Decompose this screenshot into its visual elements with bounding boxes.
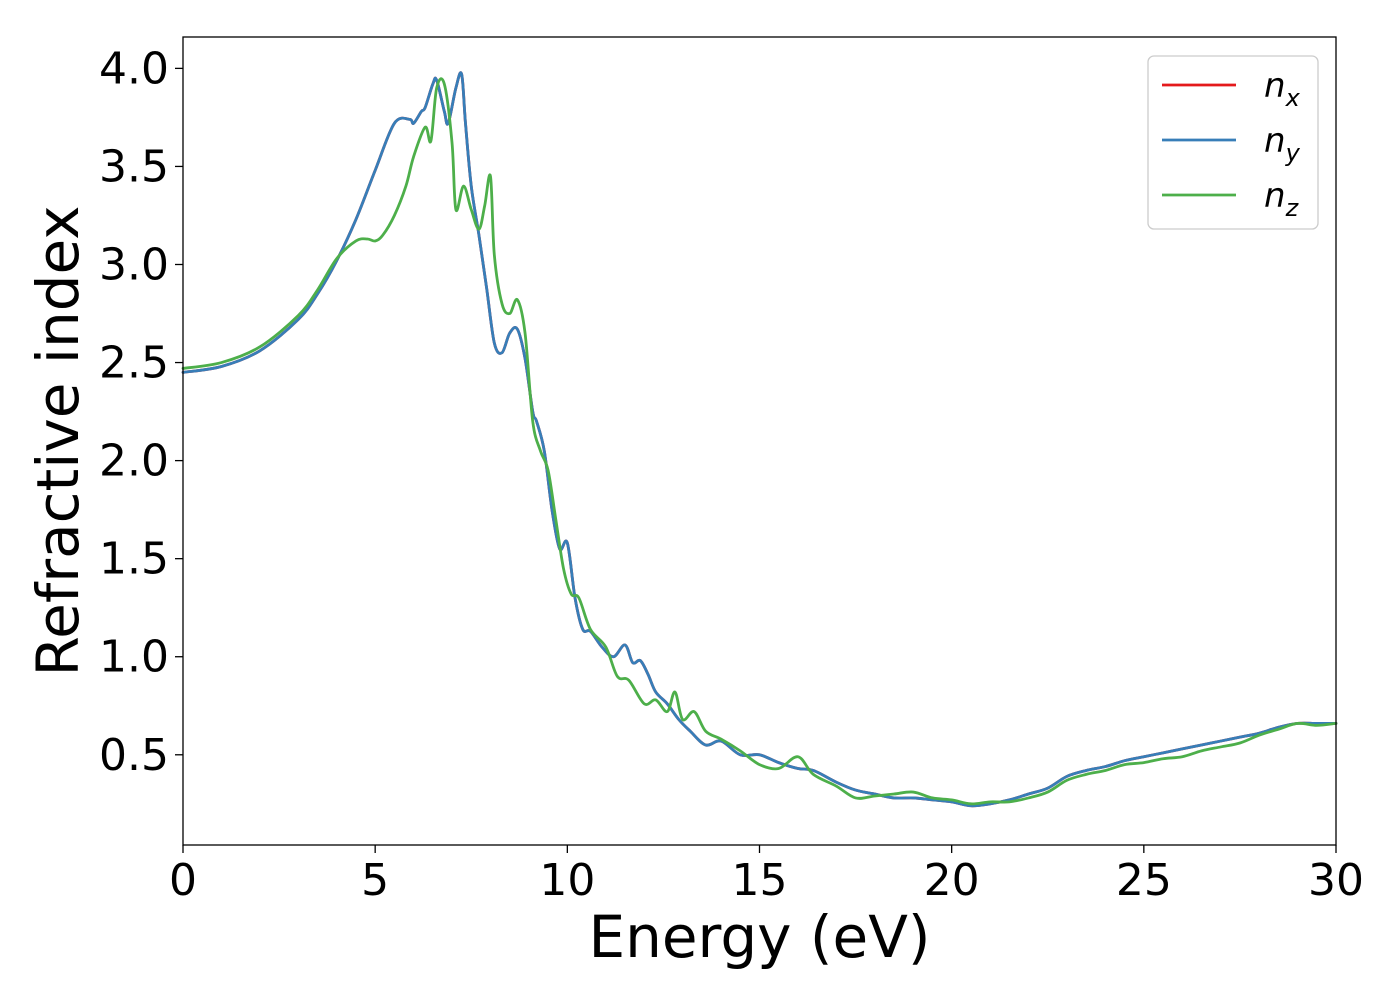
x-axis-label: Energy (eV) — [588, 903, 930, 971]
series-line-n-z — [181, 77, 1338, 806]
x-tick-label: 25 — [1116, 855, 1172, 906]
ticks-layer: 0 5 10 15 20 25 30 0.5 1.0 1.5 2.0 2.5 3.0 3.5 4.0 — [99, 43, 1364, 906]
y-tick-label: 1.0 — [99, 632, 169, 683]
series-line-n-y — [181, 71, 1338, 808]
series-layer — [181, 71, 1338, 808]
y-tick-label: 3.5 — [99, 141, 169, 192]
x-tick-label: 20 — [924, 855, 980, 906]
y-tick-label: 3.0 — [99, 239, 169, 290]
x-tick-label: 30 — [1308, 855, 1364, 906]
y-tick-label: 1.5 — [99, 534, 169, 585]
legend-label-base: n — [1264, 121, 1286, 161]
y-tick-label: 2.5 — [99, 338, 169, 389]
x-tick-label: 15 — [732, 855, 788, 906]
legend-label-n-z: nz — [1264, 176, 1300, 222]
legend-label-subscript: x — [1285, 84, 1301, 112]
y-axis-label: Refractive index — [24, 205, 92, 676]
legend-box — [1147, 55, 1319, 230]
legend-label-n-y: ny — [1264, 121, 1301, 167]
y-tick-label: 2.0 — [99, 436, 169, 487]
legend-label-base: n — [1264, 176, 1286, 216]
legend-label-subscript: z — [1285, 194, 1300, 222]
legend-label-n-x: nx — [1264, 66, 1301, 112]
x-tick-label: 5 — [361, 855, 389, 906]
x-tick-label: 10 — [539, 855, 595, 906]
legend-label-base: n — [1264, 66, 1286, 106]
legend-label-subscript: y — [1285, 139, 1301, 167]
y-tick-label: 4.0 — [99, 43, 169, 94]
y-tick-label: 0.5 — [99, 730, 169, 781]
x-tick-label: 0 — [169, 855, 197, 906]
